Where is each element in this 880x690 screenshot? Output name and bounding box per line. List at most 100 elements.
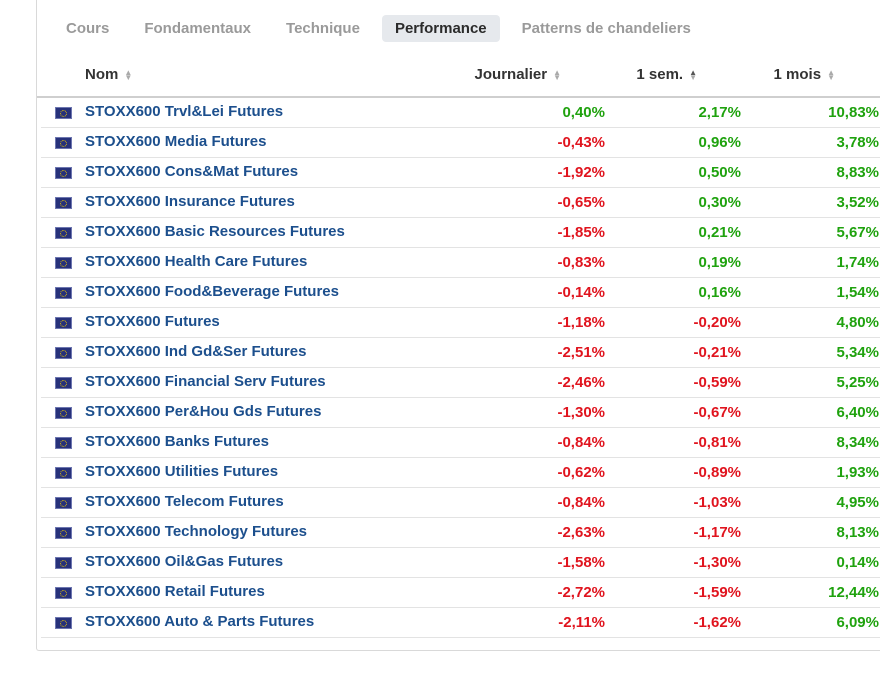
eu-flag-icon <box>55 287 72 299</box>
eu-flag-icon <box>55 317 72 329</box>
eu-flag-icon <box>55 107 72 119</box>
table-row: STOXX600 Telecom Futures -0,84% -1,03% 4,95… <box>41 488 880 518</box>
week-change-value: -1,62% <box>693 614 741 631</box>
daily-change-value: -1,30% <box>557 404 605 421</box>
column-header-name[interactable]: Nom ▲ ▼ <box>85 62 132 88</box>
tab-cours[interactable]: Cours <box>66 19 110 37</box>
eu-flag-icon <box>55 167 72 179</box>
tab-patterns-de-chandeliers[interactable]: Patterns de chandeliers <box>521 19 691 37</box>
tab-fondamentaux[interactable]: Fondamentaux <box>144 19 252 37</box>
month-change-value: 8,83% <box>836 164 879 181</box>
month-change-value: 1,54% <box>836 284 879 301</box>
table-row: STOXX600 Insurance Futures -0,65% 0,30% 3,5… <box>41 188 880 218</box>
column-header-week[interactable]: 1 sem. ▲ ▼ <box>636 62 697 88</box>
daily-change-value: -2,63% <box>557 524 605 541</box>
week-change-value: -0,59% <box>693 374 741 391</box>
table-row: STOXX600 Media Futures -0,43% 0,96% 3,78% <box>41 128 880 158</box>
tab-bar: Cours Fondamentaux Technique Performance Pat… <box>53 14 713 42</box>
month-change-value: 6,09% <box>836 614 879 631</box>
week-change-value: -0,20% <box>693 314 741 331</box>
eu-flag-icon <box>55 197 72 209</box>
instrument-link[interactable]: STOXX600 Utilities Futures <box>85 463 279 480</box>
instrument-link[interactable]: STOXX600 Auto & Parts Futures <box>85 613 315 630</box>
daily-change-value: -0,84% <box>557 434 605 451</box>
month-change-value: 12,44% <box>828 584 879 601</box>
table-row: STOXX600 Financial Serv Futures -2,46% -0,… <box>41 368 880 398</box>
daily-change-value: -2,72% <box>557 584 605 601</box>
column-header-label: 1 mois <box>773 66 822 83</box>
instrument-link[interactable]: STOXX600 Cons&Mat Futures <box>85 163 299 180</box>
eu-flag-icon <box>55 437 72 449</box>
table-row: STOXX600 Technology Futures -2,63% -1,17% 8… <box>41 518 880 548</box>
sort-icon: ▲ ▼ <box>124 68 133 83</box>
table-row: STOXX600 Futures -1,18% -0,20% 4,80% <box>41 308 880 338</box>
sort-icon: ▲ ▼ <box>827 68 835 83</box>
column-header-label: Nom <box>85 66 119 83</box>
table-row: STOXX600 Oil&Gas Futures -1,58% -1,30% 0,14… <box>41 548 880 578</box>
sort-icon: ▲ ▼ <box>553 68 561 83</box>
daily-change-value: 0,40% <box>562 104 605 121</box>
eu-flag-icon <box>55 557 72 569</box>
daily-change-value: -1,92% <box>557 164 605 181</box>
week-change-value: -0,81% <box>693 434 741 451</box>
daily-change-value: -0,43% <box>557 134 605 151</box>
instrument-link[interactable]: STOXX600 Per&Hou Gds Futures <box>85 403 322 420</box>
column-header-label: 1 sem. <box>636 66 684 83</box>
month-change-value: 3,78% <box>836 134 879 151</box>
week-change-value: -0,21% <box>693 344 741 361</box>
tab-technique[interactable]: Technique <box>286 19 360 37</box>
week-change-value: 0,30% <box>698 194 741 211</box>
month-change-value: 4,80% <box>836 314 879 331</box>
table-row: STOXX600 Trvl&Lei Futures 0,40% 2,17% 10,83… <box>41 98 880 128</box>
month-change-value: 3,52% <box>836 194 879 211</box>
instrument-link[interactable]: STOXX600 Futures <box>85 313 220 330</box>
instrument-link[interactable]: STOXX600 Telecom Futures <box>85 493 284 510</box>
instrument-link[interactable]: STOXX600 Oil&Gas Futures <box>85 553 284 570</box>
week-change-value: 0,16% <box>698 284 741 301</box>
instrument-link[interactable]: STOXX600 Insurance Futures <box>85 193 295 210</box>
instrument-link[interactable]: STOXX600 Retail Futures <box>85 583 265 600</box>
column-header-month[interactable]: 1 mois ▲ ▼ <box>774 62 835 88</box>
table-row: STOXX600 Per&Hou Gds Futures -1,30% -0,67%… <box>41 398 880 428</box>
month-change-value: 4,95% <box>836 494 879 511</box>
daily-change-value: -0,14% <box>557 284 605 301</box>
daily-change-value: -2,46% <box>557 374 605 391</box>
eu-flag-icon <box>55 377 72 389</box>
week-change-value: -0,67% <box>693 404 741 421</box>
column-header-daily[interactable]: Journalier ▲ ▼ <box>475 62 561 88</box>
eu-flag-icon <box>55 137 72 149</box>
instrument-link[interactable]: STOXX600 Financial Serv Futures <box>85 373 326 390</box>
tab-performance[interactable]: Performance <box>381 14 500 42</box>
eu-flag-icon <box>55 407 72 419</box>
month-change-value: 1,93% <box>836 464 879 481</box>
table-row: STOXX600 Ind Gd&Ser Futures -2,51% -0,21% 5… <box>41 338 880 368</box>
month-change-value: 6,40% <box>836 404 879 421</box>
table-row: STOXX600 Food&Beverage Futures -0,14% 0,16… <box>41 278 880 308</box>
week-change-value: -1,30% <box>693 554 741 571</box>
instrument-link[interactable]: STOXX600 Health Care Futures <box>85 253 308 270</box>
instrument-link[interactable]: STOXX600 Food&Beverage Futures <box>85 283 339 300</box>
daily-change-value: -1,18% <box>557 314 605 331</box>
week-change-value: 0,50% <box>698 164 741 181</box>
instrument-link[interactable]: STOXX600 Basic Resources Futures <box>85 223 345 240</box>
eu-flag-icon <box>55 347 72 359</box>
month-change-value: 5,67% <box>836 224 879 241</box>
week-change-value: -1,59% <box>693 584 741 601</box>
instrument-link[interactable]: STOXX600 Trvl&Lei Futures <box>85 103 284 120</box>
instrument-link[interactable]: STOXX600 Media Futures <box>85 133 267 150</box>
week-change-value: -0,89% <box>693 464 741 481</box>
month-change-value: 8,13% <box>836 524 879 541</box>
instrument-link[interactable]: STOXX600 Technology Futures <box>85 523 307 540</box>
eu-flag-icon <box>55 617 72 629</box>
daily-change-value: -0,65% <box>557 194 605 211</box>
instrument-link[interactable]: STOXX600 Ind Gd&Ser Futures <box>85 343 307 360</box>
week-change-value: -1,17% <box>693 524 741 541</box>
table-row: STOXX600 Health Care Futures -0,83% 0,19% 1… <box>41 248 880 278</box>
month-change-value: 8,34% <box>836 434 879 451</box>
eu-flag-icon <box>55 497 72 509</box>
month-change-value: 10,83% <box>828 104 879 121</box>
eu-flag-icon <box>55 587 72 599</box>
daily-change-value: -0,84% <box>557 494 605 511</box>
week-change-value: 2,17% <box>698 104 741 121</box>
instrument-link[interactable]: STOXX600 Banks Futures <box>85 433 269 450</box>
